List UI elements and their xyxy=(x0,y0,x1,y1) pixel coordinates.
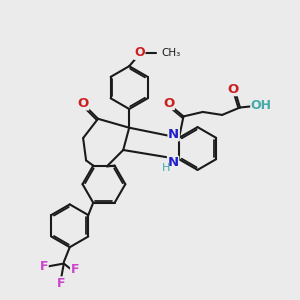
Text: O: O xyxy=(163,97,174,110)
Text: N: N xyxy=(167,156,178,169)
Text: O: O xyxy=(227,82,239,96)
Text: F: F xyxy=(57,277,65,290)
Text: CH₃: CH₃ xyxy=(161,48,180,58)
Text: O: O xyxy=(134,46,145,59)
Text: N: N xyxy=(168,128,179,141)
Text: F: F xyxy=(40,260,48,273)
Text: F: F xyxy=(70,263,79,276)
Text: O: O xyxy=(77,97,89,110)
Text: OH: OH xyxy=(251,99,272,112)
Text: H: H xyxy=(162,163,171,172)
